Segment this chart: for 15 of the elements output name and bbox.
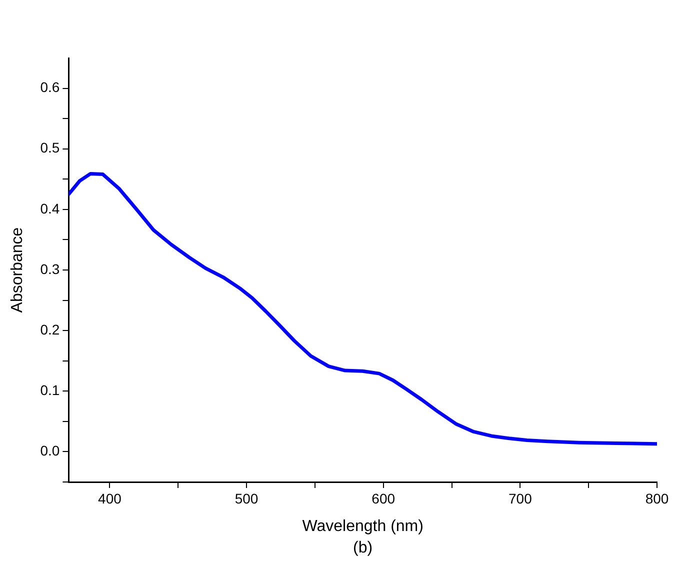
y-tick-label: 0.1 [40, 382, 60, 398]
y-tick-label: 0.3 [40, 260, 60, 277]
y-tick-label: 0.2 [40, 321, 60, 338]
x-tick-label: 800 [645, 490, 669, 506]
y-tick-label: 0.6 [40, 79, 60, 96]
x-tick-label: 400 [98, 490, 122, 506]
x-tick-label: 700 [508, 490, 532, 506]
text: (b) [353, 539, 373, 556]
x-axis-title: Wavelength (nm) [302, 518, 424, 535]
y-tick-label: 0.5 [40, 140, 60, 156]
y-tick-label: 0.0 [40, 442, 60, 459]
x-tick-label: 600 [372, 490, 396, 506]
x-tick-label: 500 [234, 490, 258, 506]
y-tick-label: 0.4 [40, 200, 60, 216]
y-axis-title: Absorbance [9, 227, 26, 313]
